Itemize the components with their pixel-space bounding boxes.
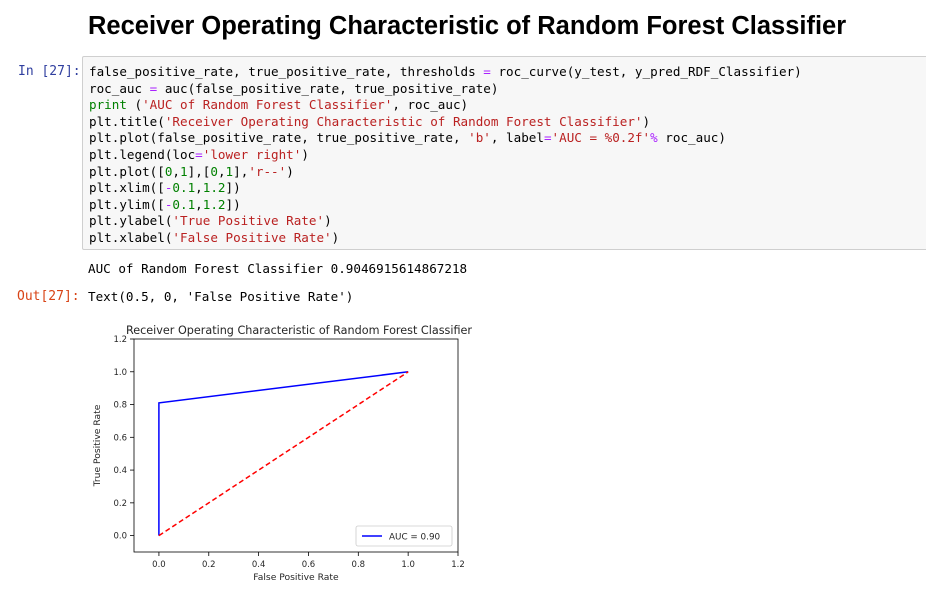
code-line: plt.plot(false_positive_rate, true_posit… bbox=[89, 130, 802, 147]
code-token: 'b' bbox=[468, 130, 491, 146]
code-line: print ('AUC of Random Forest Classifier'… bbox=[89, 97, 802, 114]
markdown-heading: Receiver Operating Characteristic of Ran… bbox=[88, 12, 847, 40]
code-line: plt.title('Receiver Operating Characteri… bbox=[89, 114, 802, 131]
y-tick-label: 1.0 bbox=[113, 368, 127, 378]
x-tick-label: 1.2 bbox=[451, 560, 465, 570]
legend-label: AUC = 0.90 bbox=[389, 533, 441, 543]
roc-chart-svg: Receiver Operating Characteristic of Ran… bbox=[92, 324, 472, 583]
code-token: 'AUC = %0.2f' bbox=[551, 130, 651, 146]
diagonal-line bbox=[158, 371, 409, 537]
x-tick-label: 1.0 bbox=[401, 560, 415, 570]
x-tick-label: 0.4 bbox=[252, 560, 266, 570]
code-token: , bbox=[172, 163, 181, 179]
code-token: 1.2 bbox=[202, 196, 226, 212]
y-axis-label: True Positive Rate bbox=[92, 404, 103, 487]
code-token: , roc_auc) bbox=[392, 97, 469, 113]
code-input-area[interactable]: false_positive_rate, true_positive_rate,… bbox=[82, 56, 926, 250]
code-line: false_positive_rate, true_positive_rate,… bbox=[89, 64, 802, 81]
code-token: ) bbox=[331, 229, 340, 245]
plot-frame bbox=[133, 338, 459, 553]
code-token: plt.legend(loc bbox=[89, 146, 196, 162]
code-token: = bbox=[543, 130, 552, 146]
roc-plot: Receiver Operating Characteristic of Ran… bbox=[86, 318, 486, 594]
code-token: , label bbox=[490, 130, 544, 146]
code-token: ]) bbox=[225, 196, 241, 212]
code-token: plt.title( bbox=[89, 113, 165, 129]
execute-result: Text(0.5, 0, 'False Positive Rate') bbox=[88, 289, 354, 304]
code-token: = bbox=[195, 146, 203, 162]
code-token: 'False Positive Rate' bbox=[172, 229, 332, 245]
code-token: roc_auc bbox=[89, 80, 150, 96]
code-token: 1.2 bbox=[202, 180, 226, 196]
code-token: 0 bbox=[164, 163, 173, 179]
chart-title: Receiver Operating Characteristic of Ran… bbox=[126, 324, 472, 337]
code-token: ( bbox=[126, 97, 143, 113]
code-token: 'Receiver Operating Characteristic of Ra… bbox=[164, 113, 643, 129]
y-tick-label: 0.6 bbox=[113, 433, 127, 443]
x-tick-label: 0.0 bbox=[152, 560, 166, 570]
code-token: , bbox=[195, 196, 203, 212]
roc-curve-line bbox=[158, 371, 409, 536]
code-token: 'True Positive Rate' bbox=[172, 213, 325, 229]
code-token: roc_auc) bbox=[657, 130, 726, 146]
code-token: , bbox=[217, 163, 226, 179]
legend-box bbox=[355, 525, 453, 547]
code-line: plt.plot([0,1],[0,1],'r--') bbox=[89, 164, 802, 181]
code-token: = bbox=[483, 64, 491, 79]
y-tick-label: 0.2 bbox=[113, 499, 127, 509]
code-token: plt.plot([ bbox=[89, 163, 165, 179]
code-line: roc_auc = auc(false_positive_rate, true_… bbox=[89, 81, 802, 98]
code-token: 1 bbox=[225, 163, 234, 179]
x-tick-label: 0.8 bbox=[352, 560, 366, 570]
y-tick-label: 1.2 bbox=[113, 335, 127, 345]
code-token: = bbox=[149, 80, 158, 96]
code-line: plt.xlim([-0.1,1.2]) bbox=[89, 180, 802, 197]
code-token: plt.xlabel( bbox=[89, 229, 173, 245]
code-token: , bbox=[195, 180, 203, 196]
x-tick-label: 0.6 bbox=[302, 560, 316, 570]
stdout-output: AUC of Random Forest Classifier 0.904691… bbox=[88, 261, 468, 276]
code-token: plt.ylabel( bbox=[89, 213, 173, 229]
code-token: - bbox=[164, 180, 173, 196]
code-token: ], bbox=[233, 163, 249, 179]
y-tick-label: 0.0 bbox=[113, 532, 127, 542]
y-tick-label: 0.4 bbox=[113, 466, 127, 476]
code-token: false_positive_rate, true_positive_rate,… bbox=[89, 64, 484, 79]
code-token: auc(false_positive_rate, true_positive_r… bbox=[157, 80, 499, 96]
x-tick-label: 0.2 bbox=[202, 560, 216, 570]
code-line: plt.ylabel('True Positive Rate') bbox=[89, 213, 802, 230]
code-token: 1 bbox=[180, 163, 188, 179]
code-token: 0.1 bbox=[172, 180, 196, 196]
code-token: plt.ylim([ bbox=[89, 196, 165, 212]
code-editor[interactable]: false_positive_rate, true_positive_rate,… bbox=[89, 64, 802, 247]
code-token: 'r--' bbox=[248, 163, 287, 179]
out-prompt: Out[27]: bbox=[17, 289, 80, 304]
code-token: ) bbox=[324, 213, 332, 229]
code-token: 'AUC of Random Forest Classifier' bbox=[142, 97, 393, 113]
code-token: ) bbox=[642, 113, 651, 129]
code-token: 'lower right' bbox=[202, 146, 302, 162]
code-token: plt.plot(false_positive_rate, true_posit… bbox=[89, 130, 469, 146]
code-token: - bbox=[164, 196, 173, 212]
code-token: roc_curve(y_test, y_pred_RDF_Classifier) bbox=[490, 64, 802, 79]
code-token: plt.xlim([ bbox=[89, 180, 165, 196]
code-token: print bbox=[89, 97, 127, 113]
code-token: ) bbox=[301, 146, 309, 162]
code-token: ) bbox=[286, 163, 294, 179]
code-token: ],[ bbox=[187, 163, 211, 179]
code-token: ]) bbox=[225, 180, 241, 196]
code-line: plt.ylim([-0.1,1.2]) bbox=[89, 197, 802, 214]
code-line: plt.legend(loc='lower right') bbox=[89, 147, 802, 164]
code-line: plt.xlabel('False Positive Rate') bbox=[89, 230, 802, 247]
code-token: 0 bbox=[210, 163, 218, 179]
y-tick-label: 0.8 bbox=[113, 401, 127, 411]
x-axis-label: False Positive Rate bbox=[253, 572, 339, 583]
code-token: % bbox=[650, 130, 658, 146]
in-prompt: In [27]: bbox=[18, 64, 81, 79]
code-token: 0.1 bbox=[172, 196, 196, 212]
